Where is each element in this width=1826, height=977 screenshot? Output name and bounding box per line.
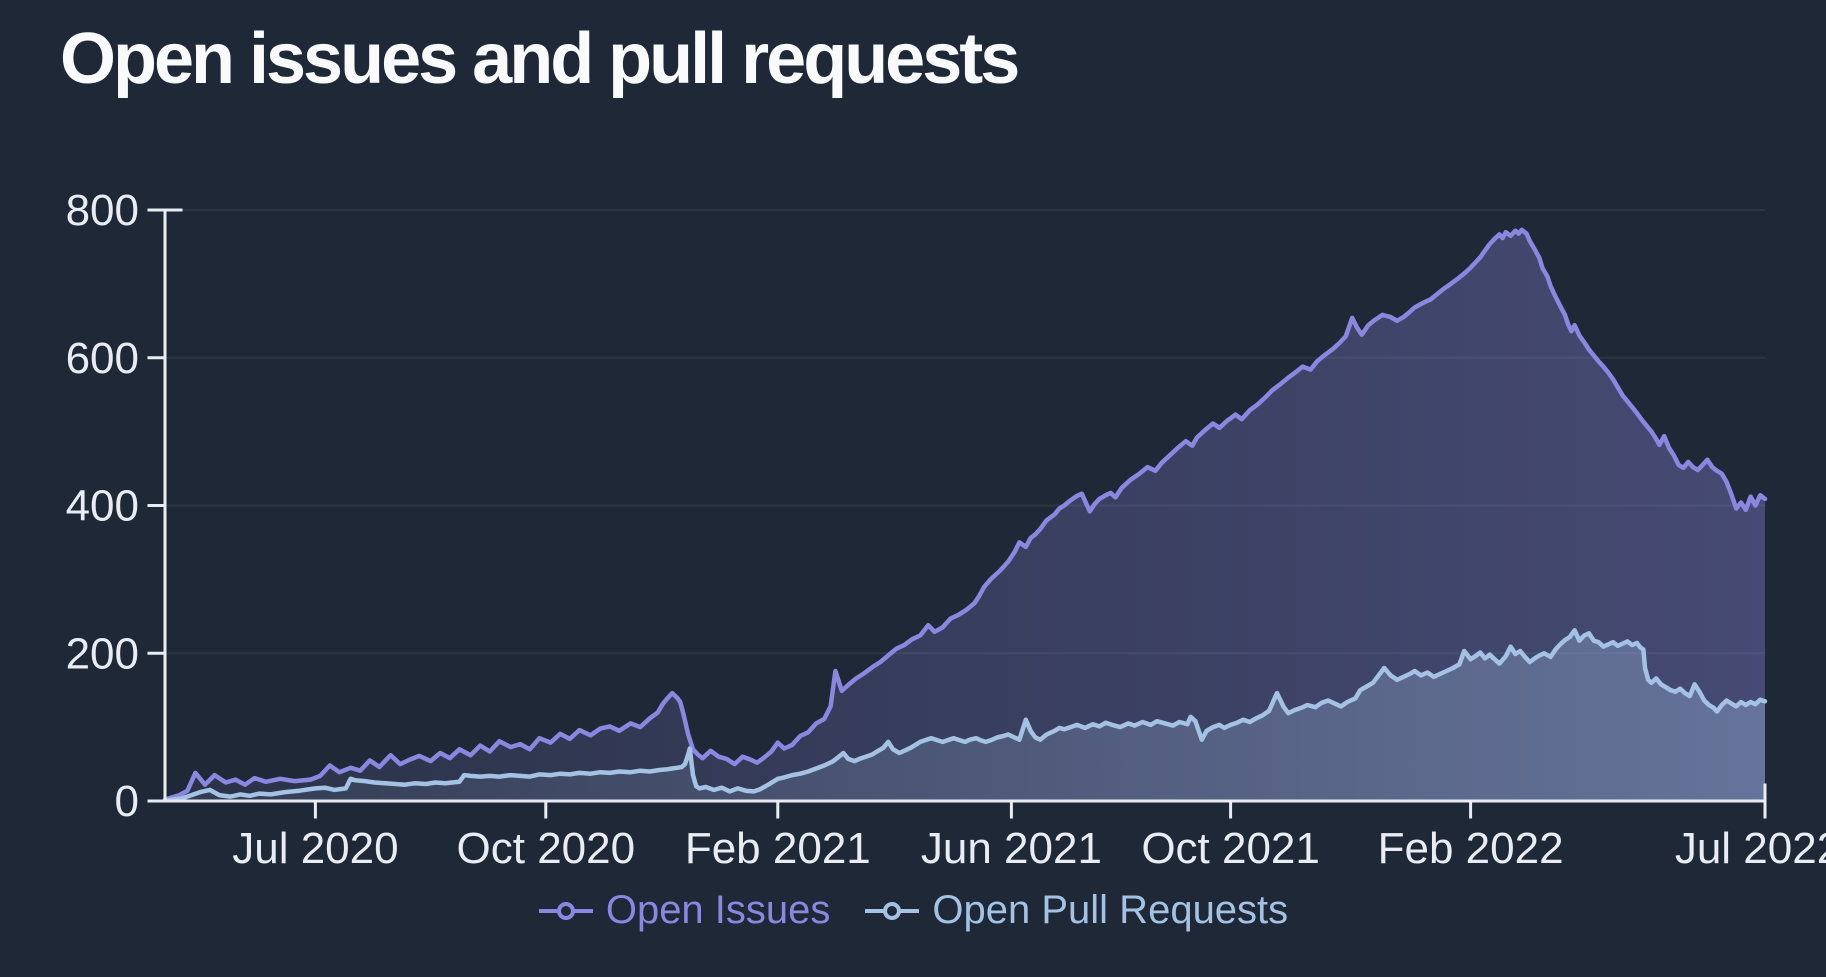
- y-tick-label-200: 200: [66, 629, 139, 678]
- x-tick-label-Jul-2022: Jul 2022: [1675, 824, 1826, 873]
- chart-legend: Open Issues Open Pull Requests: [0, 888, 1826, 933]
- x-tick-label-Oct-2020: Oct 2020: [457, 824, 636, 873]
- x-tick-label-Feb-2022: Feb 2022: [1378, 824, 1564, 873]
- open-issues-area: [165, 229, 1765, 801]
- y-tick-label-800: 800: [66, 186, 139, 235]
- open-pull-requests-line-marker-icon: [865, 901, 920, 920]
- open-issues-line: [162, 227, 1768, 802]
- y-tick-label-0: 0: [115, 777, 139, 826]
- x-tick-label-Jul-2020: Jul 2020: [232, 824, 398, 873]
- legend-item-open-pull-requests[interactable]: Open Pull Requests: [864, 888, 1288, 933]
- open-issues-line-marker-icon: [538, 901, 593, 920]
- x-tick-label-Oct-2021: Oct 2021: [1141, 824, 1320, 873]
- page-title: Open issues and pull requests: [60, 19, 1020, 99]
- open-pull-requests-area: [165, 630, 1765, 801]
- open-pull-requests-line: [162, 628, 1768, 803]
- legend-label-open-issues: Open Issues: [605, 888, 831, 932]
- y-tick-label-600: 600: [66, 334, 139, 383]
- legend-label-open-pull-requests: Open Pull Requests: [932, 888, 1289, 932]
- x-tick-label-Jun-2021: Jun 2021: [921, 824, 1102, 873]
- axes: [147, 208, 1767, 819]
- legend-item-open-issues[interactable]: Open Issues: [538, 888, 831, 933]
- y-tick-label-400: 400: [66, 482, 139, 531]
- x-tick-label-Feb-2021: Feb 2021: [685, 824, 871, 873]
